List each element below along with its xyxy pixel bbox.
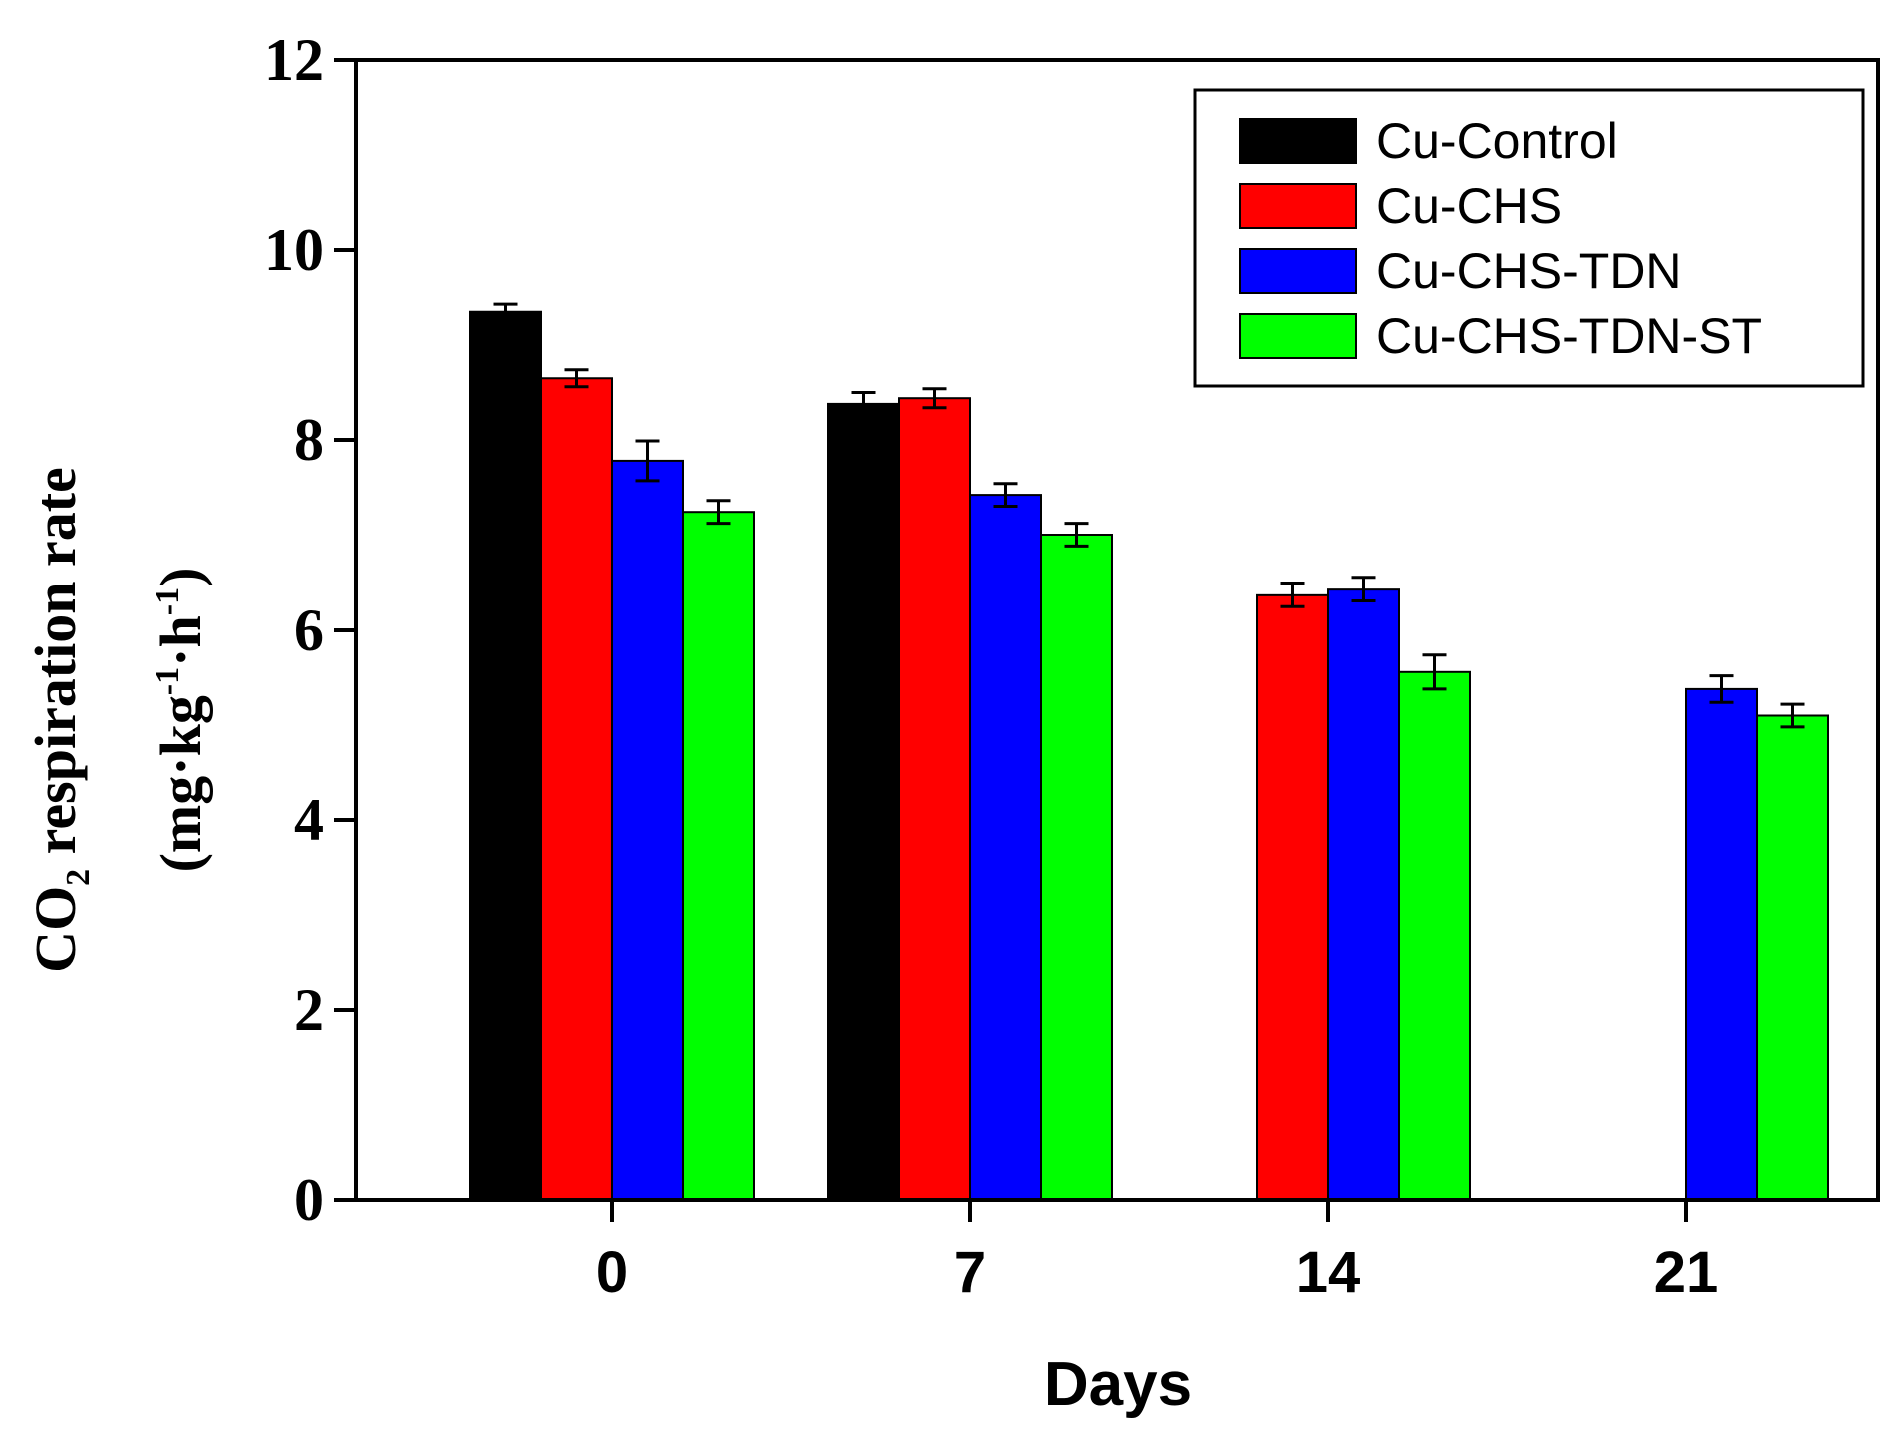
y-tick-label-2: 2 — [294, 977, 324, 1043]
bar-cu-chs-tdn-day-14 — [1327, 588, 1400, 1201]
legend-swatch-cu-chs-tdn — [1239, 248, 1357, 294]
bar-cu-control-day-7 — [827, 402, 900, 1201]
legend-swatch-cu-chs-tdn-st — [1239, 313, 1357, 359]
legend-label-cu-chs-tdn-st: Cu-CHS-TDN-ST — [1376, 308, 1762, 364]
y-tick-label-0: 0 — [294, 1167, 324, 1233]
y-axis-label-line1: CO2 respiration rate — [23, 467, 97, 973]
bar-cu-chs-tdn-st-day-7 — [1040, 534, 1113, 1201]
bar-cu-chs-day-0 — [540, 377, 613, 1201]
y-axis-label-line2: (mg·kg-1·h-1) — [148, 568, 213, 873]
plot-area — [354, 58, 1880, 1202]
y-axis-label-sup1: -1 — [149, 667, 186, 695]
y-tick-label-4: 4 — [294, 787, 324, 853]
y-tick-label-8: 8 — [294, 407, 324, 473]
bar-cu-chs-day-14 — [1256, 593, 1329, 1201]
legend-label-cu-control: Cu-Control — [1376, 113, 1618, 169]
x-tick-label-21: 21 — [1654, 1240, 1719, 1305]
y-axis-label-rest: respiration rate — [23, 467, 88, 869]
bar-cu-chs-tdn-day-0 — [611, 459, 684, 1201]
y-axis-label-co: CO — [23, 886, 88, 973]
legend-swatch-cu-control — [1239, 118, 1357, 164]
x-tick-label-14: 14 — [1296, 1240, 1361, 1305]
legend: Cu-Control Cu-CHS Cu-CHS-TDN Cu-CHS-TDN-ST — [1193, 88, 1865, 388]
y-axis-label-sub: 2 — [60, 869, 97, 886]
x-tick-label-0: 0 — [596, 1240, 628, 1305]
y-axis-label-mid: ·h — [148, 615, 213, 667]
x-axis-ticks: 0 7 14 21 — [596, 1200, 1718, 1305]
y-tick-label-12: 12 — [264, 27, 324, 93]
legend-swatch-cu-chs — [1239, 183, 1357, 229]
y-axis-label-close: ) — [148, 568, 213, 587]
y-axis-label-sup2: -1 — [149, 587, 186, 615]
bar-cu-chs-day-7 — [898, 397, 971, 1201]
y-axis-label-open: (mg·kg — [148, 695, 213, 872]
bar-cu-control-day-0 — [469, 310, 542, 1201]
y-tick-label-6: 6 — [294, 597, 324, 663]
bar-cu-chs-tdn-day-21 — [1685, 687, 1758, 1202]
bar-cu-chs-tdn-day-7 — [969, 494, 1042, 1202]
y-axis-ticks: 0 2 4 6 8 10 12 — [264, 27, 356, 1233]
x-axis-label: Days — [1044, 1350, 1192, 1419]
legend-label-cu-chs-tdn: Cu-CHS-TDN — [1376, 243, 1682, 299]
x-tick-label-7: 7 — [954, 1240, 986, 1305]
bar-cu-chs-tdn-st-day-21 — [1756, 714, 1829, 1201]
bar-cu-chs-tdn-st-day-0 — [682, 511, 755, 1201]
y-tick-label-10: 10 — [264, 217, 324, 283]
y-axis-label: CO2 respiration rate (mg·kg-1·h-1) — [23, 467, 213, 973]
legend-label-cu-chs: Cu-CHS — [1376, 178, 1562, 234]
bar-cu-chs-tdn-st-day-14 — [1398, 670, 1471, 1201]
